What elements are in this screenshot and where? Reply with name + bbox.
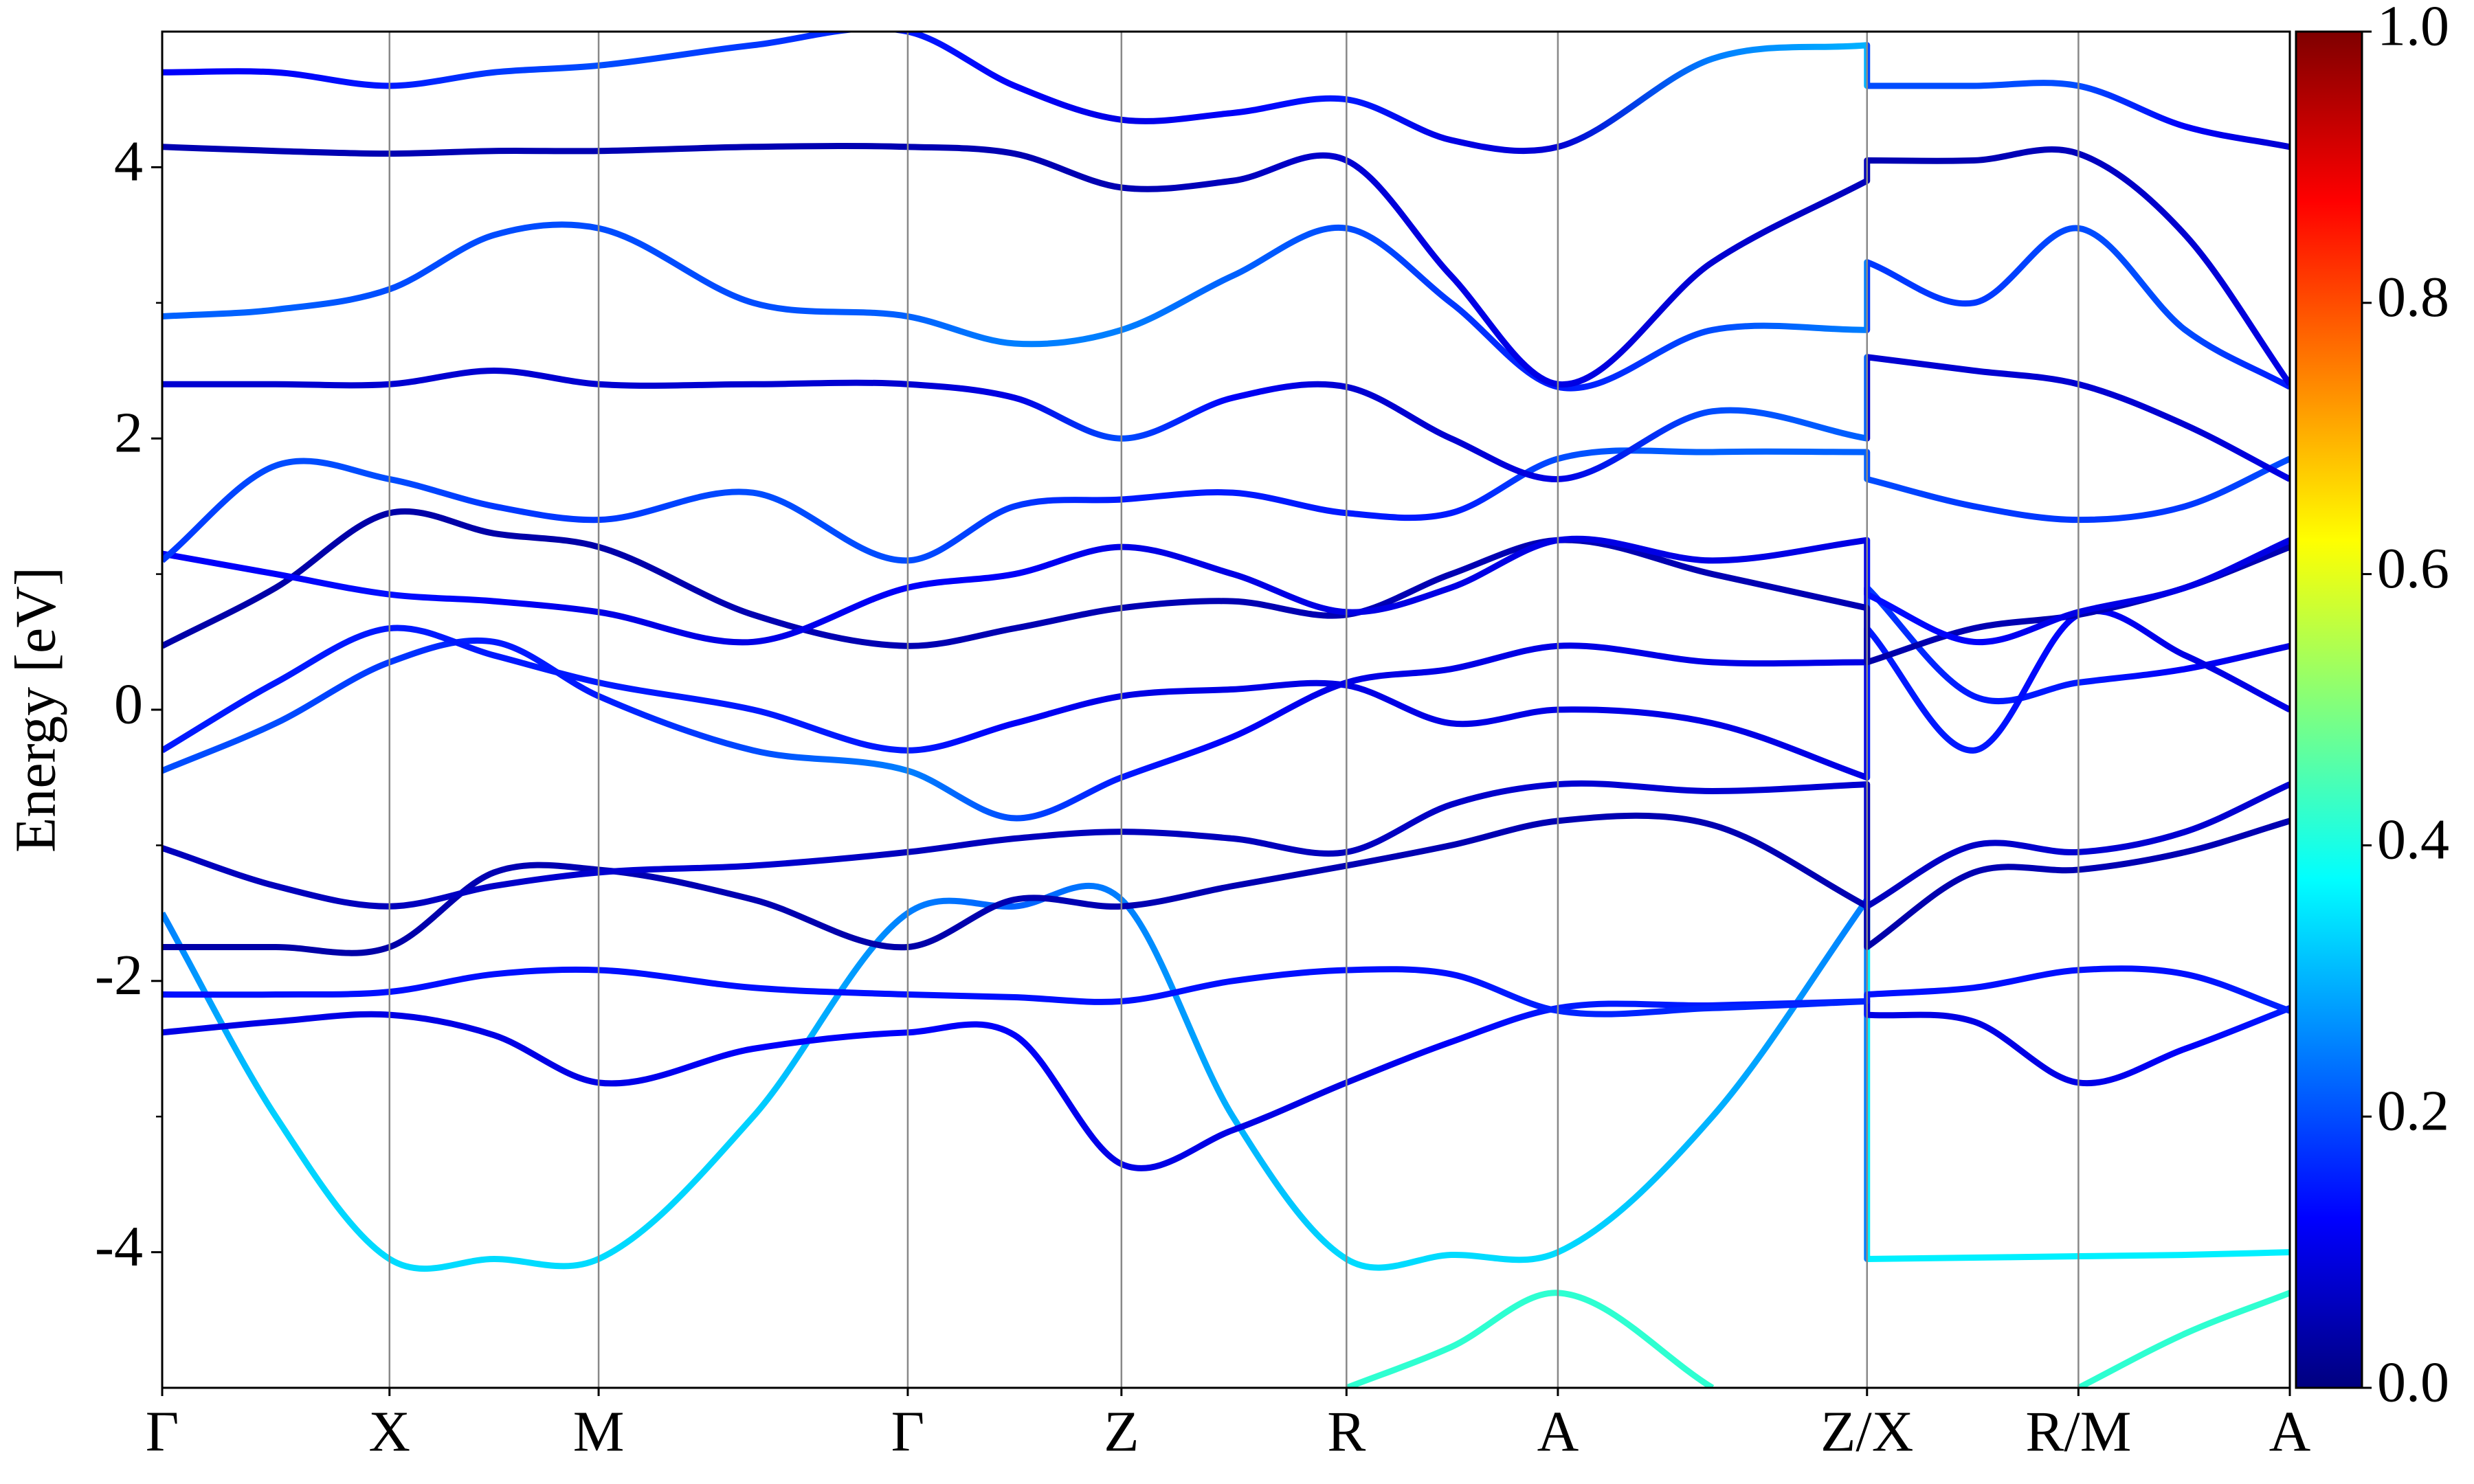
x-tick-label: A <box>1537 1399 1579 1463</box>
x-tick-label: M <box>573 1399 625 1463</box>
colorbar-tick-label: 0.4 <box>2377 808 2449 872</box>
x-tick-label: Γ <box>146 1399 179 1463</box>
y-tick-label: -4 <box>95 1215 143 1279</box>
y-tick-label: 2 <box>114 401 143 464</box>
x-tick-label: Z/X <box>1820 1399 1913 1463</box>
band-line <box>162 812 2290 956</box>
colorbar-tick-label: 0.0 <box>2377 1350 2449 1414</box>
y-axis-label: Energy [eV] <box>3 567 67 853</box>
band-line <box>162 584 2290 822</box>
x-tick-label: A <box>2269 1399 2311 1463</box>
colorbar-tick-label: 0.6 <box>2377 537 2449 600</box>
band-line <box>162 998 2290 1171</box>
colorbar <box>2295 30 2363 1389</box>
x-tick-label: R/M <box>2025 1399 2131 1463</box>
band-line <box>1345 1290 2290 1388</box>
y-tick-label: 4 <box>114 130 143 194</box>
bands <box>162 32 2290 1388</box>
band-line <box>162 221 2290 392</box>
y-tick-label: 0 <box>114 672 143 736</box>
colorbar-tick-label: 1.0 <box>2377 0 2449 58</box>
band-line <box>162 447 2290 564</box>
x-tick-label: Z <box>1104 1399 1139 1463</box>
band-line <box>162 354 2290 482</box>
band-line <box>162 780 2290 910</box>
band-line <box>162 882 2290 1272</box>
band-line <box>162 607 2290 781</box>
x-tick-label: Γ <box>891 1399 925 1463</box>
x-tick-label: R <box>1327 1399 1366 1463</box>
x-tick-label: X <box>368 1399 410 1463</box>
band-line <box>162 32 2290 155</box>
colorbar-tick-label: 0.2 <box>2377 1079 2449 1143</box>
y-tick-label: -2 <box>95 943 143 1007</box>
band-line <box>162 535 2290 646</box>
band-line <box>162 142 2290 387</box>
band-line <box>162 965 2290 1018</box>
plot-frame <box>161 30 2291 1389</box>
band-line <box>162 508 2290 666</box>
colorbar-tick-label: 0.8 <box>2377 265 2449 329</box>
